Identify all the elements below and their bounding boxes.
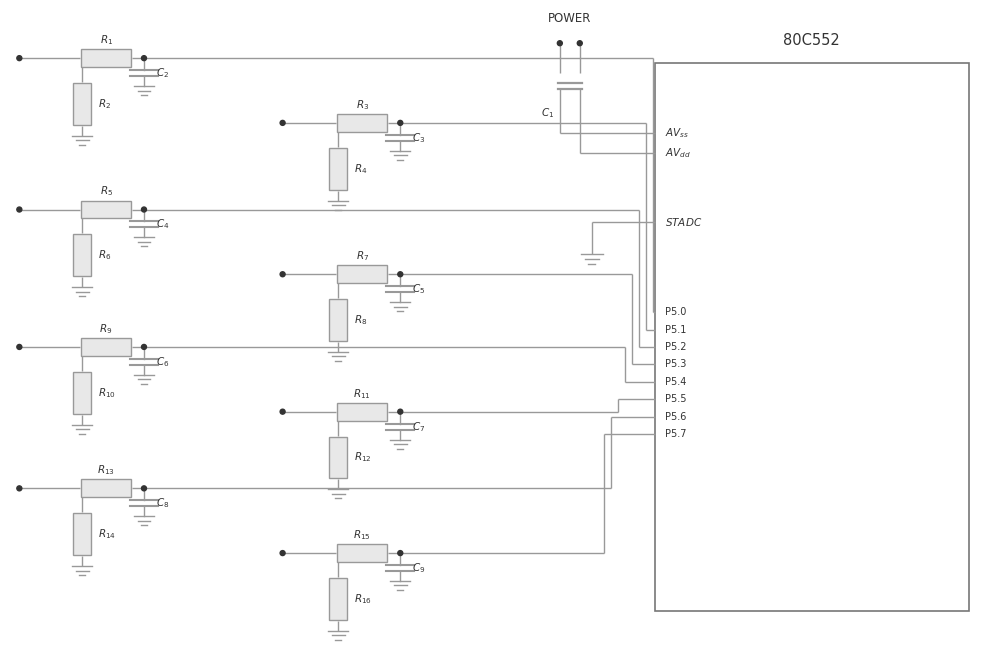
Text: $R_{{10}}$: $R_{{10}}$ — [98, 386, 116, 400]
Text: POWER: POWER — [548, 12, 591, 25]
Text: $AV_{ss}$: $AV_{ss}$ — [665, 126, 689, 140]
Text: $R_{3}$: $R_{3}$ — [356, 98, 369, 112]
Text: P5.6: P5.6 — [665, 412, 686, 422]
Circle shape — [398, 409, 403, 414]
Text: $STADC$: $STADC$ — [665, 217, 702, 229]
Circle shape — [577, 41, 582, 46]
Text: $R_{{14}}$: $R_{{14}}$ — [98, 527, 116, 541]
Circle shape — [17, 207, 22, 212]
Text: $R_{9}$: $R_{9}$ — [99, 322, 113, 336]
Text: $C_{2}$: $C_{2}$ — [156, 66, 169, 80]
Bar — [73, 234, 91, 276]
Text: P5.4: P5.4 — [665, 377, 686, 387]
Text: $R_{4}$: $R_{4}$ — [354, 162, 368, 175]
Bar — [329, 578, 347, 620]
Bar — [337, 114, 387, 132]
Text: $R_{6}$: $R_{6}$ — [98, 248, 111, 262]
Text: $AV_{dd}$: $AV_{dd}$ — [665, 146, 691, 159]
Bar — [81, 338, 131, 356]
Bar — [81, 49, 131, 67]
Text: $C_{8}$: $C_{8}$ — [156, 496, 169, 510]
Bar — [337, 403, 387, 421]
Text: $C_{5}$: $C_{5}$ — [412, 282, 425, 296]
Bar — [329, 437, 347, 478]
Circle shape — [398, 271, 403, 277]
Bar — [81, 201, 131, 219]
Text: P5.7: P5.7 — [665, 429, 686, 439]
Text: $R_{1}$: $R_{1}$ — [100, 33, 113, 47]
Text: $C_{6}$: $C_{6}$ — [156, 355, 169, 369]
Circle shape — [280, 120, 285, 125]
Text: $C_1$: $C_1$ — [541, 106, 554, 120]
Text: $R_{8}$: $R_{8}$ — [354, 313, 368, 327]
Text: $R_{5}$: $R_{5}$ — [100, 185, 113, 199]
Text: $R_{2}$: $R_{2}$ — [98, 97, 111, 111]
Text: $C_{7}$: $C_{7}$ — [412, 420, 425, 434]
Bar — [81, 480, 131, 498]
Text: $R_{{12}}$: $R_{{12}}$ — [354, 451, 372, 464]
Circle shape — [280, 409, 285, 414]
Circle shape — [141, 207, 146, 212]
Text: $C_{9}$: $C_{9}$ — [412, 561, 426, 575]
Circle shape — [17, 486, 22, 491]
Text: $R_{{11}}$: $R_{{11}}$ — [353, 387, 371, 401]
Text: $C_{3}$: $C_{3}$ — [412, 131, 426, 145]
Circle shape — [398, 120, 403, 125]
Circle shape — [280, 271, 285, 277]
Bar — [73, 372, 91, 414]
Bar — [655, 63, 969, 611]
Text: $C_{4}$: $C_{4}$ — [156, 217, 169, 231]
Circle shape — [141, 344, 146, 350]
Text: P5.5: P5.5 — [665, 394, 686, 404]
Text: P5.2: P5.2 — [665, 342, 686, 352]
Text: $R_{7}$: $R_{7}$ — [356, 249, 369, 263]
Circle shape — [141, 486, 146, 491]
Circle shape — [17, 344, 22, 350]
Bar — [337, 544, 387, 562]
Text: P5.3: P5.3 — [665, 360, 686, 370]
Circle shape — [17, 55, 22, 61]
Text: P5.0: P5.0 — [665, 307, 686, 317]
Text: $R_{{15}}$: $R_{{15}}$ — [353, 528, 371, 542]
Text: $R_{{16}}$: $R_{{16}}$ — [354, 592, 372, 606]
Circle shape — [280, 550, 285, 556]
Bar — [329, 299, 347, 341]
Text: $R_{{13}}$: $R_{{13}}$ — [97, 464, 115, 478]
Text: P5.1: P5.1 — [665, 325, 686, 335]
Bar — [73, 83, 91, 125]
Text: 80C552: 80C552 — [783, 33, 840, 48]
Circle shape — [398, 550, 403, 556]
Bar — [73, 513, 91, 555]
Circle shape — [141, 55, 146, 61]
Bar — [337, 265, 387, 283]
Bar — [329, 148, 347, 189]
Circle shape — [557, 41, 562, 46]
